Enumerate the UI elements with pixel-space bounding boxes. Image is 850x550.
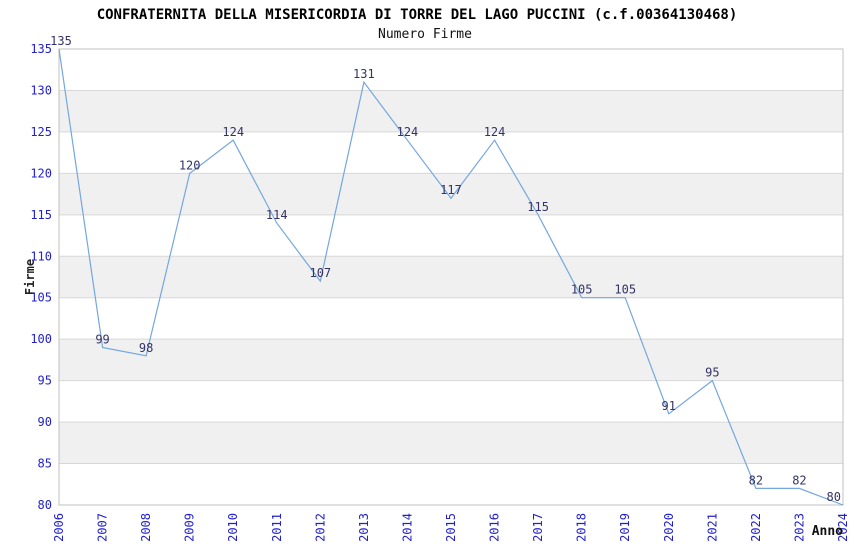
x-tick-label: 2015 <box>444 513 458 542</box>
point-label: 124 <box>222 125 244 139</box>
x-tick-label: 2014 <box>400 513 414 542</box>
point-label: 124 <box>397 125 419 139</box>
point-label: 98 <box>139 341 153 355</box>
point-label: 105 <box>571 283 593 297</box>
x-tick-label: 2024 <box>836 513 850 542</box>
point-label: 82 <box>792 473 806 487</box>
point-label: 131 <box>353 67 375 81</box>
y-tick-label: 100 <box>30 332 52 346</box>
x-tick-label: 2020 <box>662 513 676 542</box>
point-label: 135 <box>50 34 72 48</box>
point-label: 105 <box>614 283 636 297</box>
y-tick-label: 125 <box>30 125 52 139</box>
point-label: 95 <box>705 366 719 380</box>
y-tick-label: 80 <box>38 498 52 512</box>
y-tick-label: 95 <box>38 374 52 388</box>
y-tick-label: 130 <box>30 83 52 97</box>
point-label: 99 <box>95 332 109 346</box>
point-label: 120 <box>179 158 201 172</box>
point-label: 82 <box>749 473 763 487</box>
x-tick-label: 2007 <box>96 513 110 542</box>
plot-band <box>59 256 843 298</box>
plot-band <box>59 422 843 464</box>
plot-band <box>59 339 843 381</box>
x-tick-label: 2021 <box>705 513 719 542</box>
x-tick-label: 2018 <box>575 513 589 542</box>
point-label: 80 <box>826 490 840 504</box>
y-tick-label: 120 <box>30 166 52 180</box>
plot-band <box>59 90 843 132</box>
point-label: 115 <box>527 200 549 214</box>
x-tick-label: 2023 <box>792 513 806 542</box>
x-tick-label: 2008 <box>139 513 153 542</box>
point-label: 114 <box>266 208 288 222</box>
x-tick-label: 2019 <box>618 513 632 542</box>
point-label: 107 <box>309 266 331 280</box>
y-tick-label: 90 <box>38 415 52 429</box>
x-tick-label: 2016 <box>488 513 502 542</box>
y-tick-label: 110 <box>30 249 52 263</box>
x-tick-label: 2011 <box>270 513 284 542</box>
x-tick-label: 2022 <box>749 513 763 542</box>
y-tick-label: 115 <box>30 208 52 222</box>
plot-border <box>58 48 844 506</box>
y-tick-label: 105 <box>30 291 52 305</box>
chart-subtitle: Numero Firme <box>378 27 472 42</box>
x-tick-label: 2006 <box>52 513 66 542</box>
series-line <box>58 48 844 506</box>
x-axis-label: Anno <box>811 524 843 539</box>
x-tick-label: 2010 <box>226 513 240 542</box>
x-tick-label: 2012 <box>313 513 327 542</box>
point-label: 117 <box>440 183 462 197</box>
point-label: 124 <box>484 125 506 139</box>
point-label: 91 <box>662 399 676 413</box>
x-tick-label: 2009 <box>183 513 197 542</box>
y-tick-label: 135 <box>30 42 52 56</box>
plot-band <box>59 173 843 215</box>
x-tick-label: 2013 <box>357 513 371 542</box>
chart-title: CONFRATERNITA DELLA MISERICORDIA DI TORR… <box>96 7 738 23</box>
x-tick-label: 2017 <box>531 513 545 542</box>
y-tick-label: 85 <box>38 457 52 471</box>
